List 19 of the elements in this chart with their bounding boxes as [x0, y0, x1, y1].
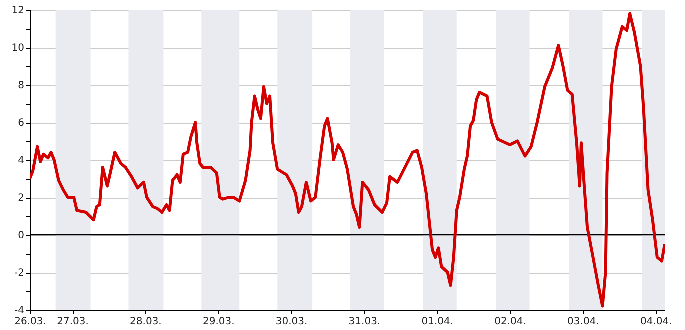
- y-tick-label: -4: [14, 306, 24, 316]
- y-tick-label: 6: [18, 118, 24, 129]
- x-tick-label: 01.04.: [422, 316, 454, 328]
- y-tick-label: 8: [18, 80, 24, 92]
- x-tick-label: 28.03.: [130, 316, 162, 328]
- y-tick-label: 12: [12, 6, 24, 16]
- y-tick-label: 4: [18, 156, 24, 166]
- y-tick-label: -2: [14, 268, 24, 279]
- x-tick-label: 29.03.: [202, 316, 235, 328]
- x-tick-label: 26.03.: [14, 316, 46, 328]
- y-tick-label: 10: [12, 43, 24, 54]
- x-tick-label: 02.04.: [494, 316, 526, 328]
- x-tick-label: 03.04.: [568, 316, 600, 328]
- x-tick-label: 04.04.: [640, 316, 672, 328]
- x-tick-label: 27.03.: [57, 316, 89, 328]
- x-tick-label: 30.03.: [276, 316, 308, 328]
- x-tick-label: 31.03.: [348, 316, 381, 328]
- y-tick-label: 2: [18, 193, 24, 204]
- y-tick-label: 0: [18, 230, 24, 242]
